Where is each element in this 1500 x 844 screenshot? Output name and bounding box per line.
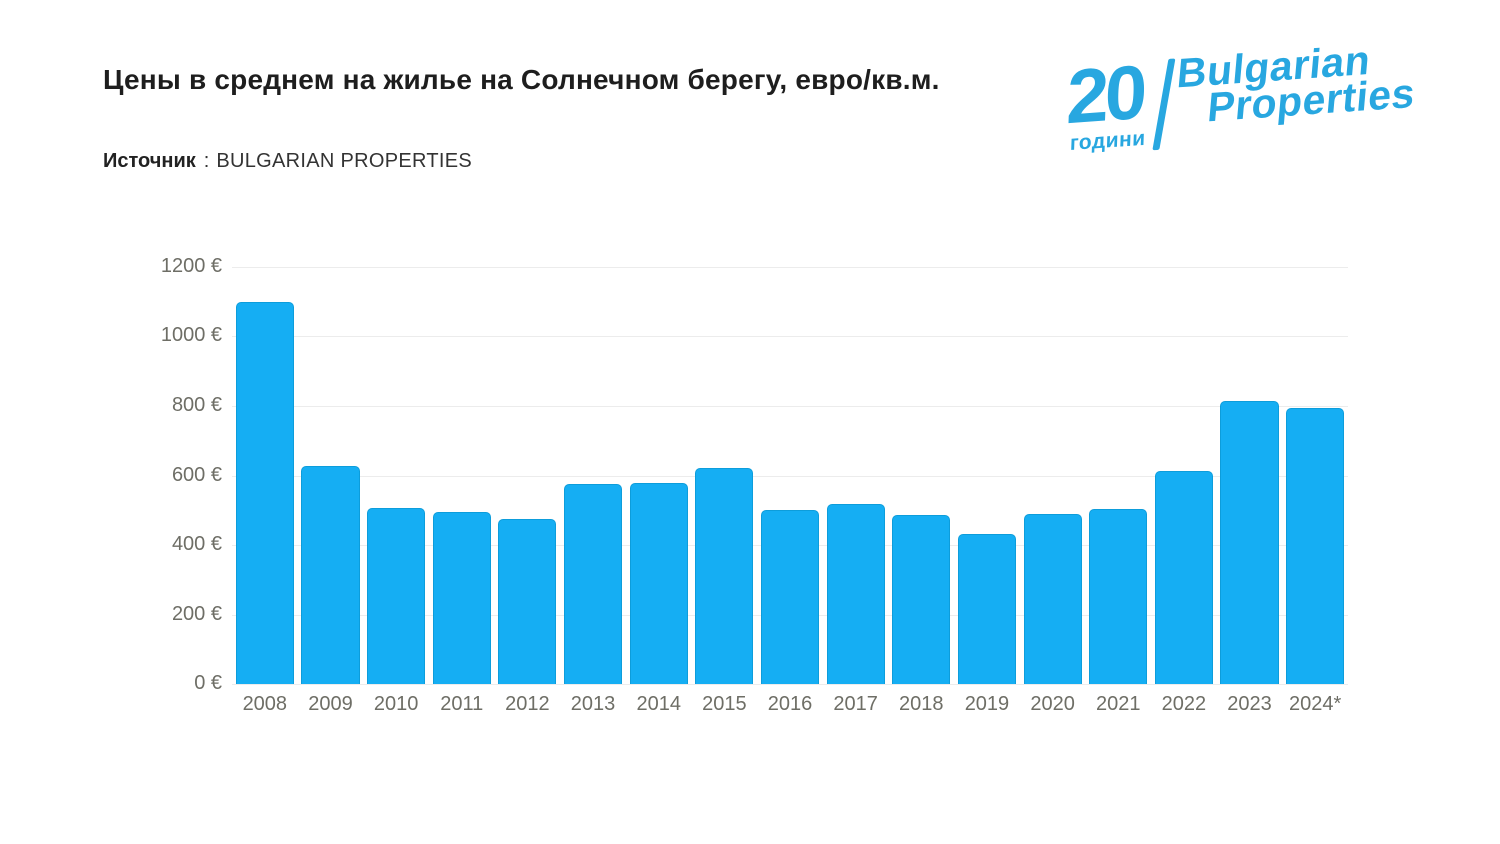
x-tick-label-2022: 2022: [1161, 693, 1207, 715]
x-tick-label-2023: 2023: [1227, 693, 1272, 715]
x-tick-label-2020: 2020: [1030, 693, 1075, 715]
logo-slash-divider: [1151, 58, 1175, 151]
bar-2021: [1089, 508, 1148, 684]
x-tick-label-2014: 2014: [636, 693, 681, 715]
x-tick-label-2017: 2017: [833, 693, 878, 715]
bulgarian-properties-logo: 20 години Bulgarian Properties: [1064, 36, 1417, 156]
y-tick-label-600: 600 €: [171, 463, 222, 486]
bar-2024: [1286, 407, 1345, 684]
bar-2015: [695, 467, 754, 684]
x-tick-label-2021: 2021: [1095, 693, 1141, 715]
bar-2016: [760, 509, 820, 684]
x-tick-label-2024: 2024*: [1289, 693, 1342, 715]
source-separator: :: [203, 150, 210, 172]
x-tick-label-2018: 2018: [899, 693, 944, 715]
bar-2012: [498, 518, 557, 684]
y-tick-label-0: 0 €: [194, 672, 222, 695]
source-line: Источник: BULGARIAN PROPERTIES: [103, 150, 472, 173]
bar-2022: [1154, 470, 1213, 684]
y-tick-label-1200: 1200 €: [160, 255, 222, 278]
x-tick-label-2015: 2015: [702, 693, 747, 715]
logo-20-years-number: 20: [1064, 49, 1145, 141]
y-tick-label-200: 200 €: [171, 602, 222, 625]
bar-2019: [957, 533, 1016, 684]
plot-area: 2008 2009 2010 2011 2012 2013 2014 2015 2016 2017…: [232, 267, 1348, 715]
logo-years-word: години: [1069, 126, 1147, 156]
bar-2023: [1220, 401, 1279, 684]
y-tick-label-800: 800 €: [171, 394, 222, 417]
x-tick-label-2009: 2009: [308, 693, 353, 715]
gridline-600: [232, 475, 1348, 477]
y-tick-label-1000: 1000 €: [160, 324, 222, 347]
logo-brand-block: Bulgarian Properties: [1174, 37, 1417, 131]
x-tick-label-2010: 2010: [373, 693, 419, 715]
bar-2010: [367, 507, 426, 684]
gridline-1000: [232, 336, 1348, 338]
x-tick-label-2013: 2013: [570, 693, 616, 715]
x-tick-label-2012: 2012: [505, 693, 550, 715]
y-tick-label-400: 400 €: [171, 533, 222, 556]
x-tick-label-2008: 2008: [242, 693, 288, 715]
bar-2011: [432, 512, 491, 684]
bar-2008: [235, 301, 294, 684]
bar-2018: [892, 515, 951, 684]
bar-2014: [629, 482, 688, 684]
x-tick-label-2011: 2011: [440, 693, 484, 715]
bar-2013: [564, 483, 623, 684]
page-title: Цены в среднем на жилье на Солнечном бер…: [103, 64, 940, 95]
bar-2020: [1023, 514, 1082, 684]
logo-anniversary-block: 20 години: [1064, 49, 1147, 156]
source-label: Источник: [103, 150, 196, 172]
gridline-1200: [232, 267, 1348, 268]
source-value: BULGARIAN PROPERTIES: [216, 150, 473, 172]
x-tick-label-2019: 2019: [964, 693, 1010, 715]
y-axis: 1200 € 1000 € 800 € 600 € 400 € 200 € 0 €: [100, 255, 222, 694]
logo-brand-line2: Properties: [1204, 69, 1417, 131]
bar-2009: [301, 466, 360, 684]
gridline-0: [232, 684, 1348, 685]
gridline-800: [232, 405, 1348, 407]
x-tick-label-2016: 2016: [767, 693, 813, 715]
bar-2017: [826, 504, 885, 684]
